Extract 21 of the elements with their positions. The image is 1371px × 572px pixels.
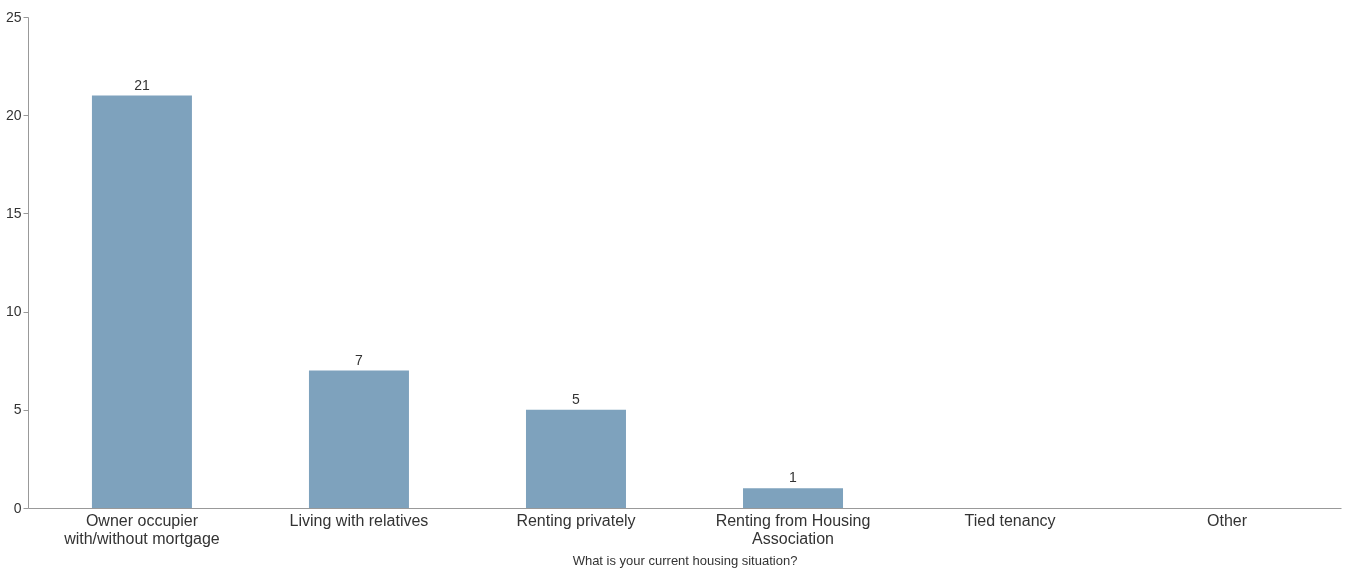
x-tick-label: Renting privately bbox=[516, 511, 636, 529]
x-axis-title: What is your current housing situation? bbox=[572, 552, 798, 568]
y-tick-label: 0 bbox=[13, 499, 22, 516]
y-tick-label: 15 bbox=[5, 204, 22, 221]
data-label: 1 bbox=[789, 469, 798, 486]
y-tick-label: 10 bbox=[5, 303, 22, 320]
bar bbox=[743, 488, 844, 508]
data-label: 7 bbox=[355, 351, 364, 368]
bar bbox=[91, 95, 192, 508]
data-label: 5 bbox=[572, 390, 581, 407]
data-label: 21 bbox=[134, 76, 150, 93]
y-tick-label: 25 bbox=[5, 8, 22, 25]
x-tick-label: Living with relatives bbox=[289, 511, 429, 529]
bar bbox=[308, 370, 409, 508]
x-tick-label: Other bbox=[1207, 511, 1248, 529]
x-tick-label: Renting from Housing Association bbox=[715, 511, 871, 547]
x-tick-label: Owner occupier with/without mortgage bbox=[63, 511, 220, 547]
x-tick-label: Tied tenancy bbox=[964, 511, 1056, 529]
bar bbox=[525, 409, 626, 508]
y-tick-label: 20 bbox=[5, 106, 22, 123]
y-tick-label: 5 bbox=[13, 401, 22, 418]
